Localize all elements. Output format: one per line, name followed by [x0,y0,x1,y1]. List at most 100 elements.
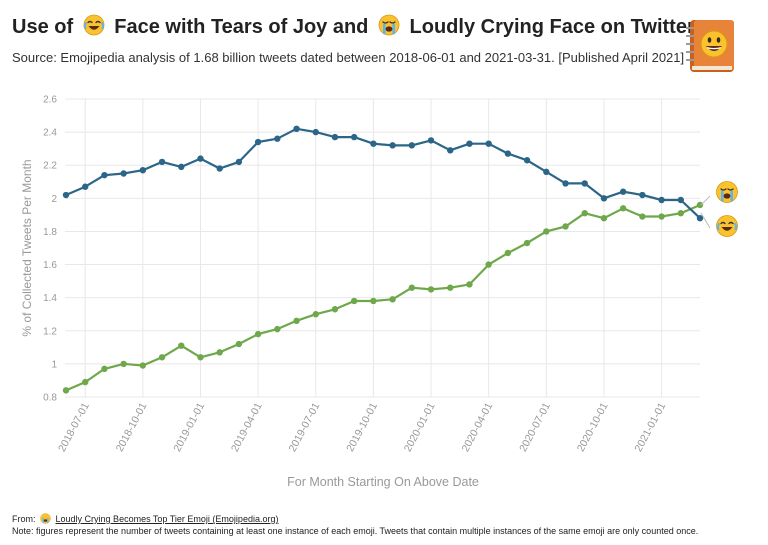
y-tick-label: 1.6 [43,260,57,271]
loudly-crying-face-point [447,284,454,291]
x-tick-label: 2020-07-01 [517,401,553,454]
y-tick-label: 0.8 [43,393,57,404]
loudly-crying-face-point [293,317,300,325]
emojipedia-book-icon [686,20,734,72]
face-with-tears-of-joy-point [581,180,588,187]
loudly-crying-face-point [639,213,646,220]
loudly-crying-face-icon [40,513,51,524]
face-with-tears-of-joy-point [408,142,416,149]
loudly-crying-face-point [408,284,416,291]
loudly-crying-face-point [619,205,627,212]
loudly-crying-face-point [235,340,243,348]
face-with-tears-of-joy-point [178,163,185,171]
face-with-tears-of-joy-point [120,170,127,177]
x-axis-label: For Month Starting On Above Date [287,475,479,489]
face-with-tears-of-joy-point [101,171,108,179]
loudly-crying-face-point [427,286,435,293]
loudly-crying-face-point [139,362,147,369]
loudly-crying-face-point [216,349,223,356]
y-tick-label: 1 [51,359,57,370]
face-with-tears-of-joy-point [619,188,627,195]
loudly-crying-face-point [485,261,492,268]
loudly-crying-face-point [370,297,377,305]
face-with-tears-of-joy-point [274,135,281,142]
loudly-crying-face-point [101,365,108,373]
y-tick-label: 2.4 [43,128,57,139]
face-with-tears-of-joy-series-line [65,127,701,219]
loudly-crying-face-point [523,239,531,247]
loudly-crying-face-point [82,378,89,386]
loudly-crying-face-point [658,213,665,220]
title-part-1: Use of [12,16,74,38]
y-tick-label: 1.4 [43,293,57,304]
article-link[interactable]: Loudly Crying Becomes Top Tier Emoji (Em… [55,514,279,524]
y-axis-label: % of Collected Tweets Per Month [20,159,34,336]
loudly-crying-face-point [331,306,339,313]
face-with-tears-of-joy-point [562,180,569,187]
face-with-tears-of-joy-point [216,165,223,172]
face-with-tears-of-joy-point [639,191,646,199]
y-tick-label: 2.6 [43,95,57,106]
title-part-2: Face with Tears of Joy and [114,16,369,38]
x-tick-label: 2020-04-01 [460,401,496,454]
series-layer [62,125,704,394]
footer-note: Note: figures represent the number of tw… [12,526,699,536]
y-tick-label: 2.2 [43,161,57,172]
chart-subtitle: Source: Emojipedia analysis of 1.68 bill… [12,50,685,65]
loudly-crying-face-point [274,325,281,333]
x-tick-label: 2019-01-01 [171,401,207,454]
chart-title: Use of Face with Tears of Joy and Loudly… [12,14,695,39]
y-tick-label: 2 [51,194,57,205]
axis-layer: 0.8 1 1.2 1.4 1.6 1.8 2 2.2 2.4 2.6 2018-07-01 2018… [20,95,668,490]
loudly-crying-face-point [350,297,358,305]
loudly-crying-face-point [120,360,127,368]
joy-leader-line [700,212,711,229]
loudly-crying-face-icon [378,14,400,36]
face-with-tears-of-joy-point [62,191,70,199]
loudly-crying-face-point [677,210,684,217]
face-with-tears-of-joy-point [293,125,300,132]
face-with-tears-of-joy-point [370,140,377,147]
face-with-tears-of-joy-point [312,128,319,136]
loudly-crying-face-series-line [65,203,701,392]
title-part-3: Loudly Crying Face on Twitter [409,16,695,38]
footer: From: Loudly Crying Becomes Top Tier Emo… [12,513,698,537]
face-with-tears-of-joy-point [235,158,243,166]
face-with-tears-of-joy-point [427,137,435,144]
face-with-tears-of-joy-point [158,158,166,166]
face-with-tears-of-joy-point [543,168,550,176]
x-tick-label: 2019-07-01 [287,401,323,454]
face-with-tears-of-joy-point [254,138,262,146]
footer-source-line: From: Loudly Crying Becomes Top Tier Emo… [12,513,698,525]
crying-leader-line [700,195,711,206]
face-with-tears-of-joy-point [600,195,608,202]
face-with-tears-of-joy-point [331,133,339,141]
x-tick-label: 2018-07-01 [56,401,92,454]
face-with-tears-of-joy-point [350,133,358,141]
x-tick-label: 2018-10-01 [114,401,150,454]
face-with-tears-of-joy-icon [716,215,738,237]
face-with-tears-of-joy-point [485,140,492,147]
loudly-crying-face-point [504,249,512,257]
x-tick-label: 2020-01-01 [402,401,438,454]
loudly-crying-face-point [543,228,550,235]
face-with-tears-of-joy-point [677,196,684,204]
face-with-tears-of-joy-point [82,183,89,190]
loudly-crying-face-icon [716,181,738,203]
face-with-tears-of-joy-icon [83,14,105,36]
x-tick-label: 2020-10-01 [575,401,611,454]
x-tick-label: 2019-04-01 [229,401,265,454]
loudly-crying-face-point [158,354,166,361]
loudly-crying-face-point [312,311,319,318]
y-tick-label: 1.2 [43,326,57,337]
face-with-tears-of-joy-point [466,140,473,147]
loudly-crying-face-point [197,354,204,361]
loudly-crying-face-point [581,210,588,217]
loudly-crying-face-point [696,201,704,209]
loudly-crying-face-point [62,387,70,394]
x-tick-label: 2019-10-01 [344,401,380,454]
face-with-tears-of-joy-point [658,196,665,204]
loudly-crying-face-point [178,342,185,349]
footer-from-label: From: [12,514,36,524]
